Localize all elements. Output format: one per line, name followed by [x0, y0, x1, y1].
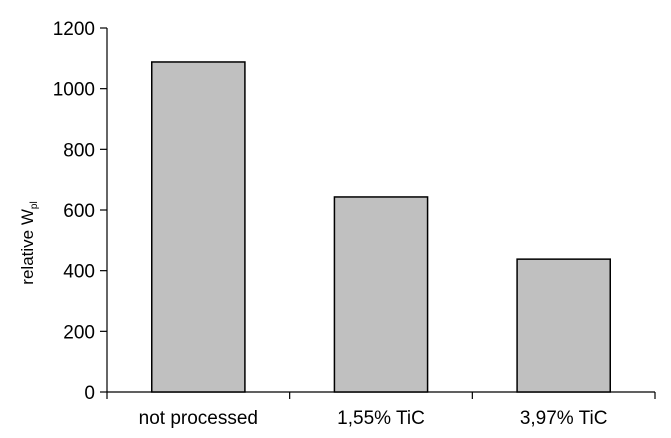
bar [151, 61, 246, 393]
bar [516, 258, 611, 393]
x-category-label: 1,55% TiC [337, 408, 425, 429]
y-tick-label: 800 [63, 140, 95, 161]
y-tick-label: 1200 [53, 19, 95, 40]
category-labels: not processed 1,55% TiC 3,97% TiC [139, 408, 608, 429]
x-category-label: not processed [139, 408, 258, 429]
y-tick-label: 400 [63, 262, 95, 283]
y-axis-title-main: relative W [18, 209, 37, 285]
y-tick-label: 200 [63, 322, 95, 343]
bar [333, 196, 429, 393]
x-category-label: 3,97% TiC [520, 408, 608, 429]
y-tick-labels: 0 200 400 600 800 1000 1200 [53, 19, 95, 404]
y-axis-title: relative Wpl [18, 201, 40, 284]
y-tick-label: 1000 [53, 80, 95, 101]
y-tick-label: 600 [63, 201, 95, 222]
y-axis-title-subscript: pl [29, 201, 40, 209]
bar-group [151, 61, 611, 393]
y-tick-label: 0 [84, 383, 95, 404]
